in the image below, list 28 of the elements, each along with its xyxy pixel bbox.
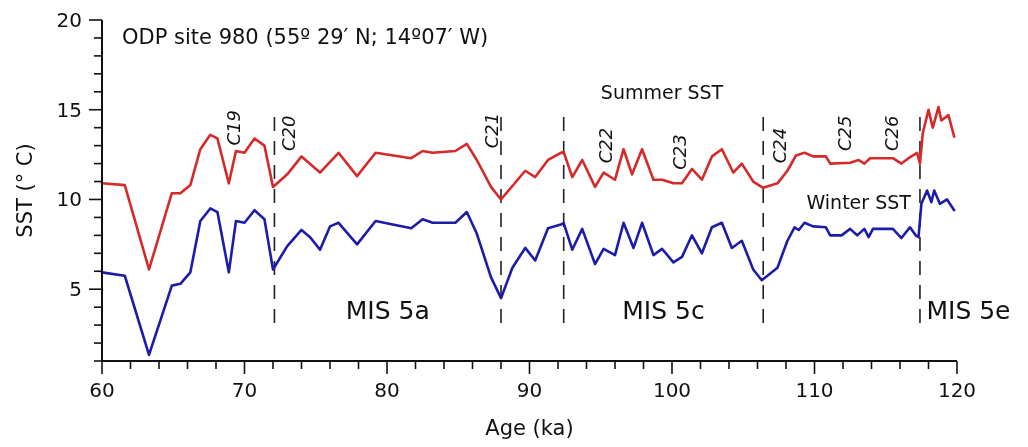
x-tick-label: 100 <box>652 378 692 402</box>
text: Summer SST <box>600 81 724 104</box>
x-tick-label: 80 <box>374 378 400 402</box>
y-tick-label: 15 <box>56 97 82 122</box>
annotation: MIS 5a <box>345 296 430 325</box>
annotation: C24 <box>769 127 791 164</box>
y-tick-label: 10 <box>56 187 82 212</box>
y-tick-label: 5 <box>69 277 82 302</box>
x-tick-label: 60 <box>89 378 115 402</box>
y-tick-label: 20 <box>56 8 82 32</box>
series-label: Winter SST <box>806 191 912 214</box>
annotation: C25 <box>834 115 856 151</box>
annotation: MIS 5e <box>926 296 1011 325</box>
chart-title: ODP site 980 (55º 29′ N; 14º07′ W) <box>122 25 489 49</box>
annotation: C26 <box>881 115 903 151</box>
annotation: C21 <box>481 112 503 149</box>
x-axis-title: Age (ka) <box>485 416 574 440</box>
line-series <box>100 105 956 271</box>
x-tick-label: 110 <box>795 378 834 402</box>
annotation: C20 <box>278 115 300 151</box>
x-tick-label: 90 <box>516 378 543 402</box>
annotation: C22 <box>594 127 616 164</box>
annotation: C19 <box>222 110 244 146</box>
annotation: MIS 5c <box>622 296 705 325</box>
x-tick-label: 70 <box>231 378 258 402</box>
x-tick-label: 120 <box>937 378 977 402</box>
y-axis-title: SST (° C) <box>13 143 37 238</box>
annotation: C23 <box>669 134 691 170</box>
